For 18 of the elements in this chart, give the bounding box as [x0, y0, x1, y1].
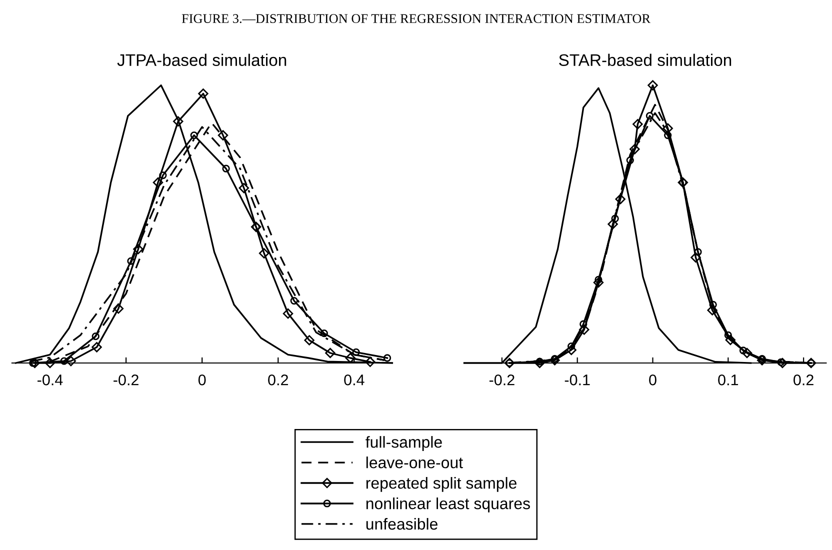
x-tick-label: 0 [198, 374, 206, 386]
x-tick-label: 0.2 [794, 374, 814, 386]
legend-label: repeated split sample [366, 477, 516, 492]
chart-title: JTPA-based simulation [117, 54, 286, 66]
legend-label: unfeasible [366, 518, 438, 530]
legend-label: full-sample [366, 436, 442, 451]
legend-label: leave-one-out [366, 456, 463, 468]
x-tick-label: 0 [649, 374, 656, 386]
x-tick-label: 0.2 [268, 374, 288, 386]
caption: FIGURE 3.—DISTRIBUTION OF THE REGRESSION INTERACTION ESTIMATOR [182, 14, 650, 24]
x-tick-label: -0.1 [564, 374, 590, 386]
legend-label: nonlinear least squares [366, 498, 530, 512]
x-tick-label: 0.4 [344, 374, 364, 386]
x-tick-label: -0.2 [489, 374, 514, 386]
x-tick-label: -0.4 [38, 374, 63, 386]
x-tick-label: 0.1 [718, 374, 738, 386]
x-tick-label: -0.2 [114, 374, 138, 386]
chart-title: STAR-based simulation [559, 54, 732, 66]
